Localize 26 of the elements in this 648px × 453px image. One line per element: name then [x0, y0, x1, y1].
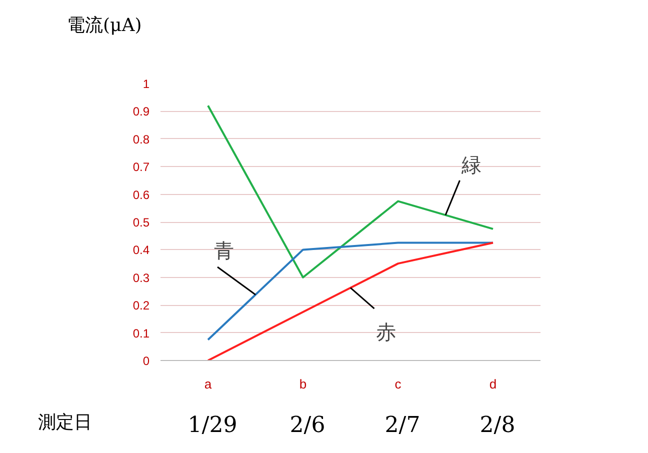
text: 2/8	[478, 412, 516, 440]
text: 測定日	[37, 411, 93, 435]
text: 赤	[376, 320, 396, 344]
x-tick-label: d	[489, 376, 497, 392]
y-tick-label: 0.9	[132, 104, 150, 119]
y-axis-title: 電流(μA)	[67, 15, 142, 36]
text: 2/7	[384, 412, 422, 440]
x-tick-label: b	[299, 376, 307, 392]
y-tick-label: 0.8	[132, 132, 150, 146]
text: 緑	[460, 153, 482, 178]
x-tick-label: c	[394, 376, 402, 392]
y-tick-label: 1	[142, 77, 150, 91]
y-tick-label: 0.5	[132, 216, 150, 230]
line-series	[207, 242, 494, 360]
series-label: 青	[214, 238, 234, 262]
y-tick-label: 0.6	[132, 188, 150, 202]
x-tick-label: a	[204, 376, 212, 392]
text: 1/29	[186, 412, 238, 440]
y-tick-label: 0	[142, 354, 150, 368]
y-tick-label: 0.4	[132, 243, 150, 258]
y-tick-label: 0.2	[132, 298, 150, 313]
y-tick-label: 0.7	[132, 160, 150, 174]
y-tick-label: 0.1	[132, 326, 150, 340]
text: 2/6	[288, 412, 326, 440]
y-tick-label: 0.3	[132, 270, 150, 285]
line-series	[207, 104, 494, 278]
